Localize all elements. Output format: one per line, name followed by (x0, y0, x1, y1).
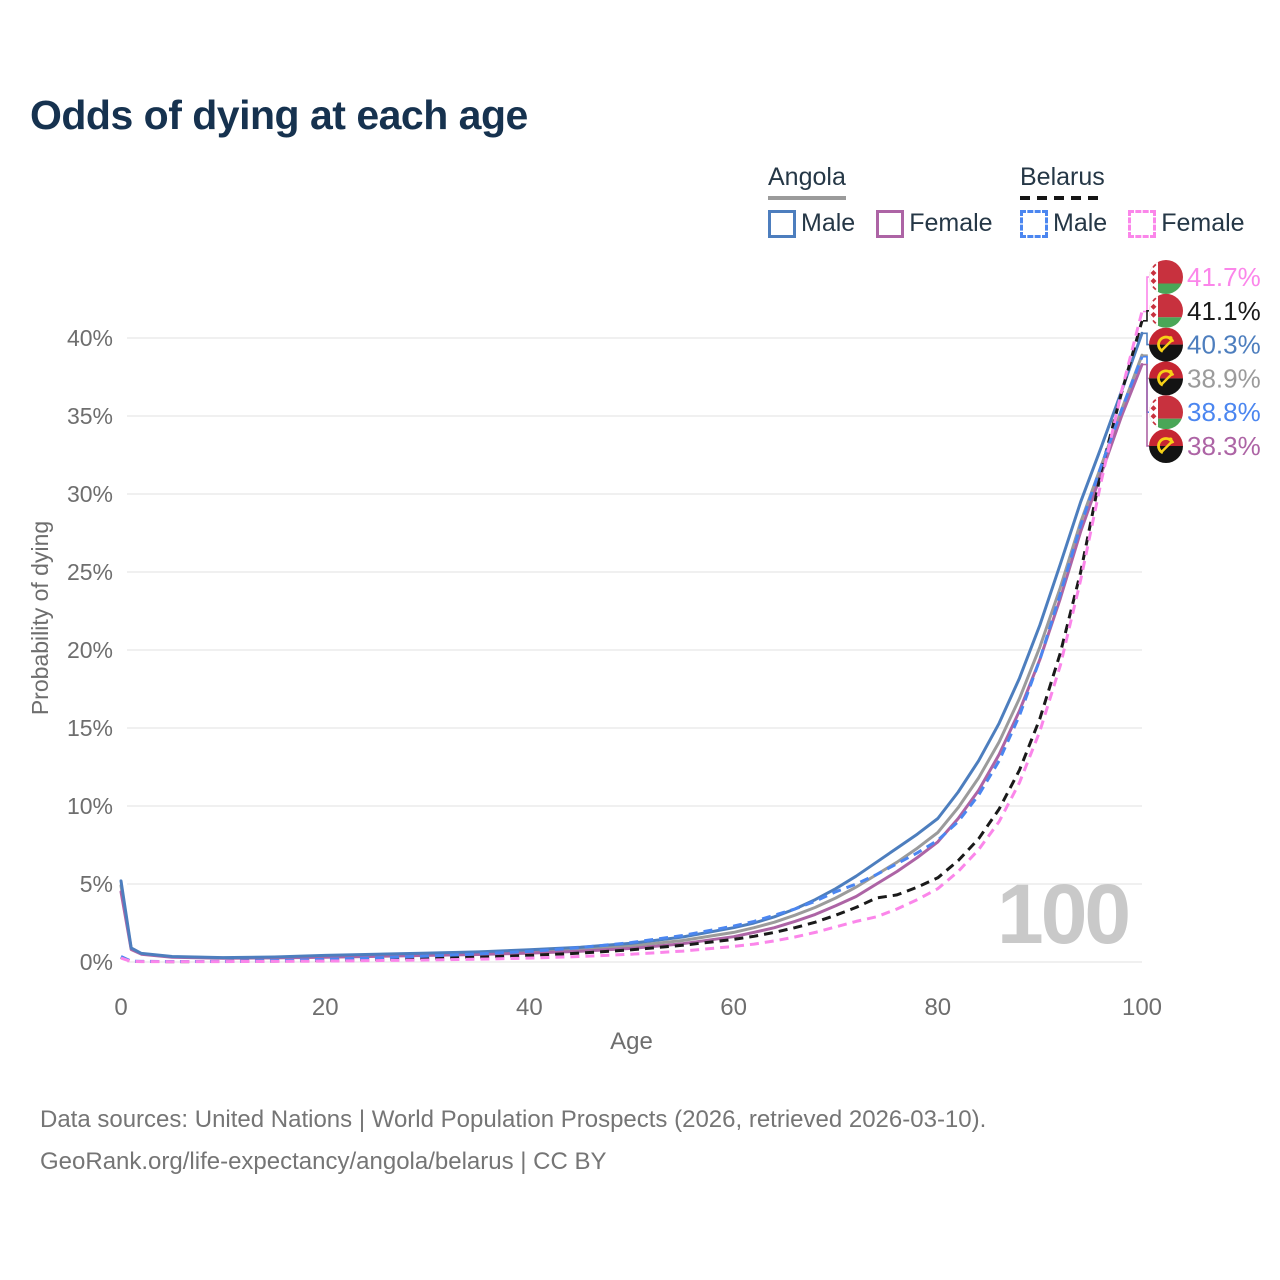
series-line-belarus-male[interactable] (120, 356, 1144, 963)
angola-flag-icon (1149, 327, 1183, 362)
y-tick-label-15%: 15% (67, 715, 113, 741)
hovered-age-watermark: 100 (997, 867, 1131, 961)
legend-label-angola-female: Female (909, 209, 993, 237)
legend-box-belarus-female (1128, 209, 1157, 238)
legend-item-angola-male[interactable]: Male (768, 209, 855, 238)
belarus-flag-icon (1149, 293, 1183, 328)
legend-items-angola: Male Female (768, 209, 1014, 238)
legend-country-angola[interactable]: Angola (768, 163, 846, 200)
end-label-angola-female: 38.3% (1149, 429, 1261, 463)
end-label-belarus-male: 38.8% (1149, 395, 1261, 430)
y-tick-label-20%: 20% (67, 637, 113, 663)
belarus-flag-icon (1149, 260, 1183, 294)
end-label-belarus-female: 41.7% (1149, 260, 1261, 294)
y-tick-label-35%: 35% (67, 403, 113, 429)
x-tick-label-20: 20 (312, 994, 339, 1021)
end-label-value-angola-male: 40.3% (1187, 330, 1261, 360)
footer-license-line: GeoRank.org/life-expectancy/angola/belar… (40, 1148, 607, 1175)
y-tick-label-0%: 0% (80, 949, 113, 975)
belarus-flag-icon (1149, 395, 1183, 430)
legend-country-belarus[interactable]: Belarus (1020, 163, 1105, 200)
legend-label-belarus-male: Male (1053, 209, 1108, 237)
end-label-value-angola-both: 38.9% (1187, 363, 1261, 393)
y-tick-label-30%: 30% (67, 481, 113, 507)
leader-line-angola-both (1143, 354, 1149, 380)
y-tick-label-5%: 5% (80, 871, 113, 897)
legend-underline-angola (768, 196, 846, 200)
x-tick-label-60: 60 (720, 994, 747, 1021)
chart-title: Odds of dying at each age (30, 92, 528, 138)
leader-line-angola-male (1143, 332, 1149, 346)
end-label-angola-both: 38.9% (1149, 361, 1261, 396)
angola-flag-icon (1149, 361, 1183, 396)
legend-group-belarus: Belarus Male Female (1020, 163, 1266, 238)
legend-label-belarus-female: Female (1161, 209, 1245, 237)
legend-box-angola-female (876, 209, 905, 238)
legend-item-belarus-female[interactable]: Female (1128, 209, 1245, 238)
x-tick-label-80: 80 (924, 994, 951, 1021)
footer-sources-line: Data sources: United Nations | World Pop… (40, 1106, 987, 1133)
legend-underline-belarus (1020, 196, 1105, 200)
x-axis-label: Age (610, 1028, 653, 1055)
legend-country-belarus-label: Belarus (1020, 163, 1105, 191)
end-label-belarus-both: 41.1% (1149, 293, 1261, 328)
mortality-chart: 0% 5% 10% 15% 20% 25% 30% 35% 40% Probability of … (27, 260, 1261, 1055)
end-label-value-angola-female: 38.3% (1187, 431, 1261, 461)
end-label-value-belarus-female: 41.7% (1187, 262, 1261, 292)
legend-box-angola-male (768, 209, 796, 238)
legend-item-belarus-male[interactable]: Male (1020, 209, 1107, 238)
leader-line-belarus-both (1143, 310, 1149, 322)
y-axis-label: Probability of dying (27, 521, 53, 715)
x-tick-label-0: 0 (114, 994, 127, 1021)
end-label-value-belarus-male: 38.8% (1187, 397, 1261, 427)
y-tick-label-25%: 25% (67, 559, 113, 585)
leader-line-belarus-female (1143, 276, 1149, 313)
leader-line-angola-female (1143, 363, 1149, 447)
x-tick-label-100: 100 (1122, 994, 1162, 1021)
series-line-angola-male[interactable] (119, 331, 1144, 960)
legend-box-belarus-male (1020, 209, 1048, 238)
series-line-angola-female[interactable] (119, 363, 1144, 960)
end-label-value-belarus-both: 41.1% (1187, 296, 1261, 326)
legend-label-angola-male: Male (801, 209, 856, 237)
angola-flag-icon (1149, 429, 1183, 463)
end-label-angola-male: 40.3% (1149, 327, 1261, 362)
series-line-angola-both[interactable] (119, 353, 1144, 960)
y-tick-label-40%: 40% (67, 325, 113, 351)
legend-group-angola: Angola Male Female (768, 163, 1014, 238)
series-line-belarus-female[interactable] (120, 311, 1144, 964)
legend-country-angola-label: Angola (768, 163, 846, 191)
x-tick-label-40: 40 (516, 994, 543, 1021)
legend-items-belarus: Male Female (1020, 209, 1266, 238)
y-tick-label-10%: 10% (67, 793, 113, 819)
series-line-belarus-both[interactable] (120, 320, 1144, 964)
legend-item-angola-female[interactable]: Female (876, 209, 993, 238)
